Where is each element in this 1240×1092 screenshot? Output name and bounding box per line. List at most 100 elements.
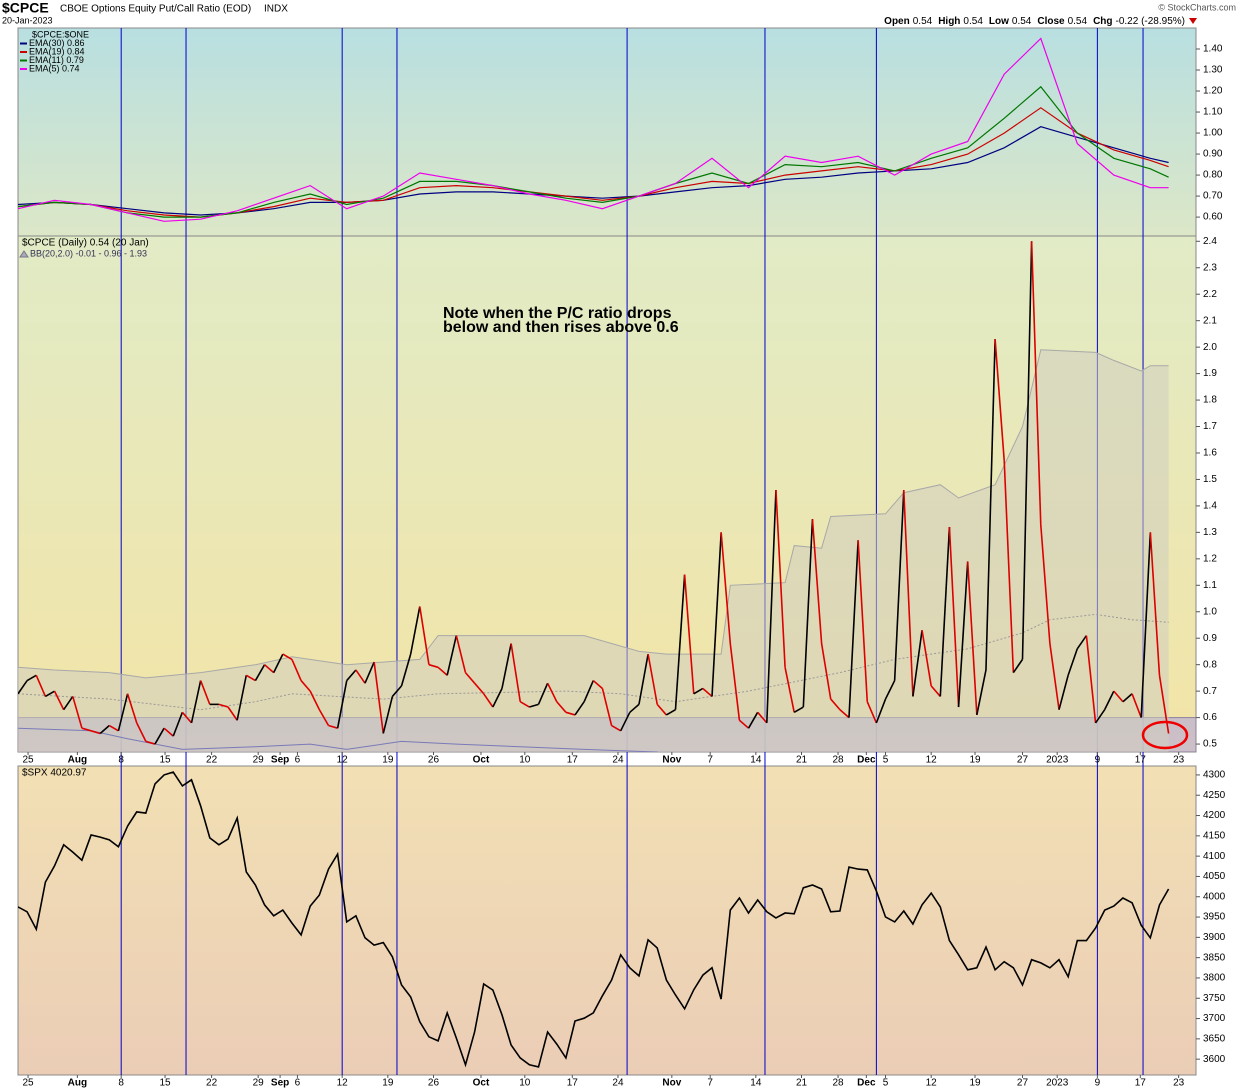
price-segment (592, 679, 603, 690)
y-tick-label: 0.5 (1203, 739, 1217, 750)
x-tick-label: 28 (832, 1078, 844, 1089)
x-tick-label: Nov (662, 1078, 681, 1089)
quote-label: Chg (1093, 16, 1112, 27)
band-lower (18, 727, 659, 752)
price-segment (44, 690, 55, 698)
y-tick-label: 4100 (1203, 851, 1226, 862)
price-segment (373, 661, 385, 734)
x-tick-label: 19 (969, 1078, 981, 1089)
price-segment (391, 685, 403, 697)
y-tick-label: 3950 (1203, 912, 1226, 923)
x-tick-label: 12 (926, 755, 938, 766)
price-segment (492, 688, 503, 708)
price-segment (1094, 709, 1106, 724)
legend-title: $CPCE:$ONE (32, 29, 89, 39)
x-tick-label: 17 (567, 1078, 579, 1089)
price-segment (921, 630, 932, 686)
price-segment (674, 574, 686, 710)
price-segment (90, 730, 101, 735)
x-tick-label: 12 (337, 1078, 349, 1089)
price-segment (985, 339, 996, 670)
price-segment (218, 703, 229, 708)
price-segment (291, 659, 302, 681)
price-segment (400, 653, 412, 687)
price-segment (738, 719, 750, 729)
x-tick-label: 10 (519, 755, 531, 766)
series-line (18, 37, 1169, 222)
price-segment (966, 561, 978, 716)
legend-entry: EMA(19) 0.84 (29, 46, 85, 56)
panel (18, 771, 1170, 1068)
price-segment (1076, 635, 1088, 650)
y-tick-label: 0.60 (1203, 212, 1223, 223)
y-tick-label: 0.8 (1203, 659, 1217, 670)
price-segment (902, 489, 914, 697)
price-segment (611, 724, 622, 732)
quote-value: -0.22 (-28.95%) (1116, 16, 1185, 27)
down-arrow (1189, 18, 1197, 24)
price-segment (948, 527, 960, 708)
y-tick-label: 1.0 (1203, 606, 1217, 617)
y-tick-label: 4050 (1203, 871, 1226, 882)
price-segment (163, 727, 174, 737)
y-tick-label: 3800 (1203, 973, 1226, 984)
price-segment (272, 653, 284, 673)
y-tick-label: 0.9 (1203, 633, 1217, 644)
price-segment (601, 688, 613, 726)
price-segment (53, 690, 65, 711)
price-segment (282, 653, 293, 661)
price-segment (437, 666, 448, 676)
price-segment (1149, 532, 1161, 676)
y-tick-label: 3850 (1203, 952, 1226, 963)
x-tick-label: Sep (271, 1078, 289, 1089)
x-tick-label: 17 (567, 755, 579, 766)
x-tick-label: 21 (796, 755, 808, 766)
price-segment (912, 630, 923, 697)
price-segment (720, 532, 732, 644)
price-segment (108, 724, 119, 732)
price-segment (647, 653, 659, 705)
price-segment (181, 711, 193, 724)
price-segment (693, 687, 704, 695)
quote-value: 0.54 (1012, 16, 1032, 27)
x-tick-label: 6 (295, 1078, 301, 1089)
x-tick-label: 25 (22, 1078, 34, 1089)
price-segment (1021, 241, 1033, 660)
legend-entry: BB(20,2.0) -0.01 - 0.96 - 1.93 (30, 248, 147, 258)
y-tick-label: 3600 (1203, 1054, 1226, 1065)
x-tick-label: 23 (1173, 755, 1185, 766)
price-segment (1085, 635, 1097, 723)
quote-value: 0.54 (963, 16, 983, 27)
x-tick-label: Sep (271, 755, 289, 766)
price-segment (574, 701, 585, 716)
price-segment (483, 693, 494, 708)
y-tick-label: 3650 (1203, 1034, 1226, 1045)
price-segment (546, 682, 558, 703)
x-tick-label: 17 (1135, 1078, 1147, 1089)
x-tick-label: 5 (883, 755, 889, 766)
price-segment (1140, 532, 1152, 718)
price-segment (63, 695, 74, 711)
x-tick-label: 28 (832, 755, 844, 766)
y-tick-label: 0.90 (1203, 149, 1223, 160)
x-tick-label: 9 (1095, 755, 1101, 766)
price-segment (1122, 693, 1133, 703)
price-segment (355, 669, 366, 684)
panel (18, 241, 1196, 752)
y-tick-label: 1.00 (1203, 128, 1223, 139)
price-segment (820, 643, 832, 700)
price-segment (18, 680, 28, 695)
price-segment (346, 669, 357, 682)
series-line (18, 126, 1169, 216)
annotation: below and then rises above 0.6 (443, 319, 679, 336)
x-tick-label: 24 (612, 755, 624, 766)
x-tick-label: 5 (883, 1078, 889, 1089)
y-tick-label: 1.3 (1203, 527, 1217, 538)
quote: Open 0.54 High 0.54 Low 0.54 Close 0.54 Chg -0.22… (884, 16, 1185, 27)
price-segment (775, 489, 786, 668)
y-tick-label: 1.6 (1203, 448, 1217, 459)
x-tick-label: 14 (750, 755, 762, 766)
y-tick-label: 2.2 (1203, 289, 1217, 300)
price-segment (702, 687, 713, 698)
highlight-circle (1141, 720, 1189, 750)
